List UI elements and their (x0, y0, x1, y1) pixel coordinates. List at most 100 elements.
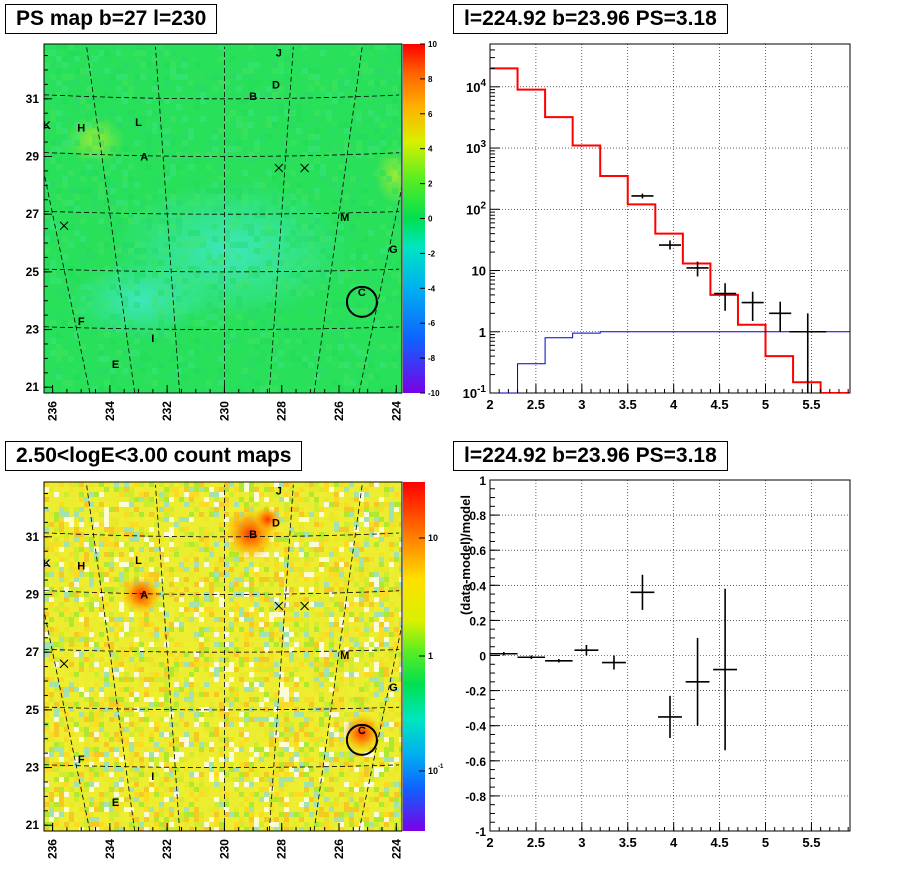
count-map-pixel (179, 812, 184, 817)
count-map-pixel (244, 657, 249, 662)
count-map-pixel (339, 787, 344, 792)
count-map-pixel (114, 487, 119, 492)
count-map-pixel (254, 492, 259, 497)
count-map-pixel (94, 722, 99, 727)
ps-map-pixel (140, 128, 146, 134)
ps-map-pixel (182, 332, 188, 338)
count-map-pixel (329, 687, 334, 692)
count-map-pixel (164, 537, 169, 542)
count-map-pixel (274, 642, 279, 647)
count-map-pixel (104, 562, 109, 567)
count-map-pixel (159, 807, 164, 812)
count-map-pixel (364, 627, 369, 632)
count-map-pixel (209, 612, 214, 617)
ps-map-pixel (158, 224, 164, 230)
count-map-pixel (369, 572, 374, 577)
count-map-pixel (159, 647, 164, 652)
ps-map-pixel (386, 176, 392, 182)
count-map-pixel (264, 797, 269, 802)
count-map-pixel (344, 632, 349, 637)
ps-map-pixel (224, 170, 230, 176)
ps-map-pixel (356, 308, 362, 314)
count-map-pixel (64, 652, 69, 657)
count-map-pixel (154, 672, 159, 677)
count-map-pixel (179, 667, 184, 672)
count-map-pixel (74, 642, 79, 647)
count-map-pixel (334, 712, 339, 717)
count-map-pixel (59, 667, 64, 672)
ps-map-pixel (122, 176, 128, 182)
ps-map-pixel (128, 62, 134, 68)
ps-map-pixel (218, 254, 224, 260)
count-map-pixel (174, 487, 179, 492)
count-map-pixel (364, 517, 369, 522)
count-map-pixel (229, 572, 234, 577)
count-map-pixel (214, 492, 219, 497)
count-map-pixel (389, 772, 394, 777)
count-map-pixel (204, 692, 209, 697)
count-map-pixel (384, 747, 389, 752)
count-map-pixel (169, 797, 174, 802)
count-map-pixel (119, 727, 124, 732)
count-map-pixel (134, 507, 139, 512)
ps-map-pixel (356, 158, 362, 164)
ps-map-pixel (380, 74, 386, 80)
count-map-pixel (199, 627, 204, 632)
ps-map-pixel (44, 140, 50, 146)
count-map-pixel (204, 537, 209, 542)
ps-map-pixel (74, 134, 80, 140)
count-map-pixel (54, 747, 59, 752)
count-map-pixel (184, 542, 189, 547)
ps-map-pixel (50, 50, 56, 56)
count-map-pixel (209, 507, 214, 512)
count-map-pixel (219, 642, 224, 647)
map-x-tick-label: 230 (217, 839, 231, 859)
count-map-pixel (159, 652, 164, 657)
count-map-pixel (59, 547, 64, 552)
count-map-pixel (49, 682, 54, 687)
ps-map-pixel (146, 224, 152, 230)
count-map-pixel (349, 782, 354, 787)
count-map-pixel (59, 542, 64, 547)
count-map-pixel (44, 672, 49, 677)
count-map-pixel (359, 777, 364, 782)
count-map-pixel (144, 692, 149, 697)
count-map-pixel (364, 587, 369, 592)
count-map-pixel (379, 502, 384, 507)
ps-map-pixel (320, 374, 326, 380)
count-map-pixel (209, 702, 214, 707)
count-map-pixel (114, 712, 119, 717)
count-map-pixel (174, 667, 179, 672)
ps-map-pixel (278, 242, 284, 248)
count-map-pixel (54, 727, 59, 732)
ps-map-pixel (368, 278, 374, 284)
count-map-pixel (254, 817, 259, 822)
ps-map-pixel (326, 218, 332, 224)
count-map-pixel (244, 502, 249, 507)
count-map-pixel (264, 787, 269, 792)
count-map-pixel (139, 642, 144, 647)
source-label-e: E (112, 359, 119, 371)
count-map-pixel (239, 822, 244, 827)
ps-map-pixel (56, 146, 62, 152)
count-map-pixel (64, 637, 69, 642)
ps-map-pixel (224, 116, 230, 122)
count-map-pixel (254, 567, 259, 572)
count-map-pixel (134, 482, 139, 487)
count-map-pixel (64, 537, 69, 542)
ps-map-pixel (224, 206, 230, 212)
count-map-pixel (109, 527, 114, 532)
count-map-pixel (59, 757, 64, 762)
spectrum-y-tick-label: 10-1 (463, 384, 487, 401)
count-map-pixel (114, 742, 119, 747)
ps-map-pixel (266, 302, 272, 308)
count-map-pixel (384, 792, 389, 797)
ps-map-pixel (74, 284, 80, 290)
count-map-pixel (239, 727, 244, 732)
count-map-pixel (309, 487, 314, 492)
count-map-pixel (139, 692, 144, 697)
ps-map-pixel (98, 140, 104, 146)
count-map-pixel (269, 617, 274, 622)
count-map-pixel (379, 677, 384, 682)
count-map-pixel (124, 717, 129, 722)
